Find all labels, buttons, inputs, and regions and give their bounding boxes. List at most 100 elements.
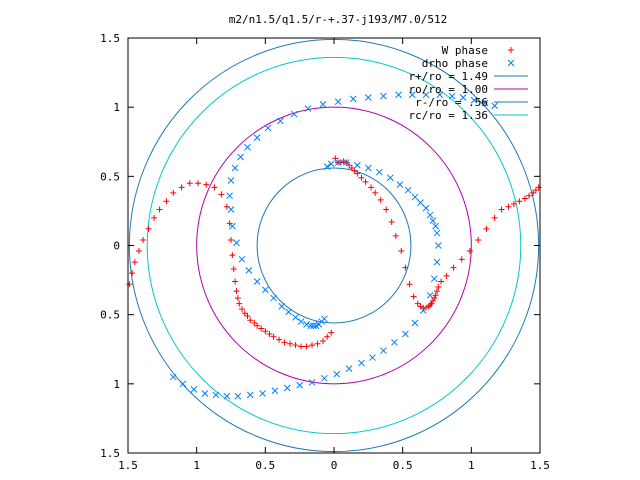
data-point <box>298 343 305 350</box>
data-point <box>247 317 254 324</box>
chart-title: m2/n1.5/q1.5/r-+.37-j193/M7.0/512 <box>229 13 448 26</box>
data-point <box>259 390 266 397</box>
legend-marker-sample <box>507 59 515 67</box>
data-point <box>320 337 327 344</box>
data-point <box>491 214 498 221</box>
data-point <box>156 206 163 213</box>
data-point <box>459 94 467 101</box>
data-point <box>324 333 331 340</box>
data-point <box>178 184 185 191</box>
data-point <box>532 187 539 194</box>
data-point <box>314 340 321 347</box>
data-point <box>535 184 542 191</box>
data-point <box>278 303 286 310</box>
data-point <box>351 167 358 174</box>
data-point <box>281 339 288 346</box>
data-point <box>386 174 394 182</box>
data-point <box>270 333 277 340</box>
data-point <box>236 300 243 307</box>
data-point <box>383 206 390 213</box>
data-point <box>375 168 383 176</box>
data-point <box>227 177 235 184</box>
data-point <box>169 373 177 381</box>
data-point <box>253 134 261 141</box>
data-point <box>438 278 445 285</box>
data-point <box>435 284 442 290</box>
y-tick-label: 1 <box>113 378 120 391</box>
data-point <box>140 236 147 243</box>
data-point <box>491 102 499 110</box>
data-point <box>237 153 244 161</box>
data-point <box>395 91 402 99</box>
x-tick-label: 1 <box>468 459 475 472</box>
data-point <box>304 105 312 112</box>
data-point <box>505 203 512 210</box>
reference-circle-3 <box>196 106 472 385</box>
data-point <box>226 192 233 200</box>
data-point <box>408 91 416 99</box>
data-point <box>170 189 177 196</box>
data-point <box>323 163 331 171</box>
data-point <box>211 184 218 191</box>
data-point <box>429 297 436 304</box>
data-point <box>179 380 187 388</box>
data-point <box>426 291 434 299</box>
data-point <box>380 347 387 354</box>
legend-marker-sample <box>508 47 514 53</box>
data-point <box>151 214 158 221</box>
data-point <box>203 181 210 188</box>
data-point <box>227 206 235 213</box>
data-point <box>234 295 241 302</box>
data-point <box>358 174 365 181</box>
data-point <box>345 365 353 372</box>
legend-label: W phase <box>442 44 488 57</box>
data-point <box>358 359 365 367</box>
series-1-points <box>169 91 499 400</box>
data-point <box>425 303 432 310</box>
legend-label: r-/ro = .56 <box>415 96 488 109</box>
data-point <box>135 248 142 255</box>
data-point <box>244 143 251 151</box>
data-point <box>129 270 136 277</box>
data-point <box>362 178 369 185</box>
data-point <box>229 252 236 259</box>
x-tick-label: 1 <box>193 459 200 472</box>
reference-circle-4 <box>256 167 412 324</box>
data-point <box>348 165 355 172</box>
data-point <box>223 392 231 400</box>
data-point <box>475 236 482 243</box>
data-point <box>131 259 138 266</box>
data-point <box>398 248 405 255</box>
axis-ticks: 1.5 1 0.5 0 0.5 1 1.51.510.500.511.5 <box>100 32 550 472</box>
reference-circle-5 <box>146 56 522 435</box>
data-point <box>354 170 361 177</box>
data-point <box>334 98 342 105</box>
data-point <box>392 232 399 239</box>
data-point <box>411 193 419 201</box>
data-point <box>287 340 294 347</box>
data-point <box>233 288 240 295</box>
data-point <box>321 374 328 382</box>
data-point <box>364 164 372 172</box>
data-point <box>244 313 251 320</box>
legend-label: ro/ro = 1.00 <box>409 83 488 96</box>
data-point <box>435 242 442 249</box>
data-point <box>396 181 404 188</box>
data-point <box>218 191 225 198</box>
data-point <box>333 370 341 378</box>
data-point <box>430 275 438 283</box>
data-point <box>228 236 234 243</box>
data-point <box>319 101 327 108</box>
data-point <box>254 322 261 329</box>
data-point <box>283 384 291 392</box>
data-point <box>422 204 430 212</box>
legend-label: rc/ro = 1.36 <box>409 109 488 122</box>
y-tick-label: 1.5 <box>100 32 120 45</box>
data-point <box>276 336 283 343</box>
data-point <box>436 91 444 99</box>
data-point <box>353 161 361 169</box>
data-point <box>448 92 456 100</box>
data-point <box>308 379 316 386</box>
